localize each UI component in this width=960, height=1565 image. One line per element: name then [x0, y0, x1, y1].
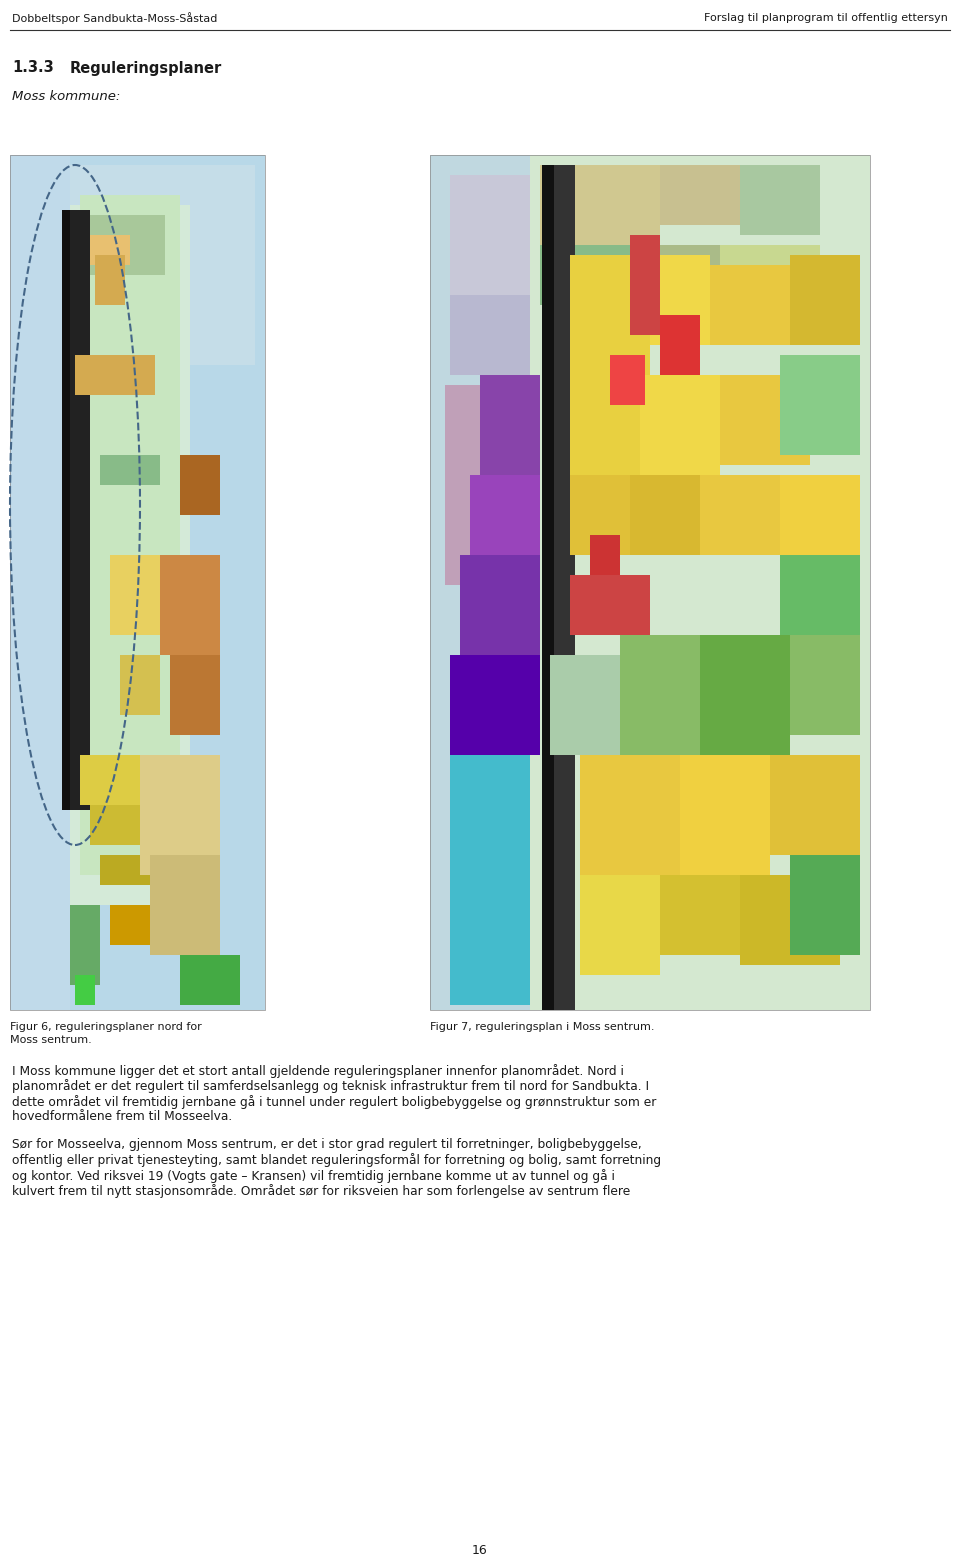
- Bar: [570, 376, 640, 476]
- Bar: [740, 164, 820, 235]
- Bar: [180, 455, 220, 515]
- Bar: [90, 235, 130, 264]
- Bar: [10, 155, 70, 1009]
- Bar: [540, 164, 660, 246]
- Bar: [650, 255, 710, 344]
- Bar: [180, 955, 240, 1005]
- Bar: [85, 214, 165, 275]
- Text: 1.3.3: 1.3.3: [12, 61, 54, 75]
- Bar: [700, 635, 790, 765]
- Bar: [700, 476, 780, 556]
- Bar: [110, 556, 160, 635]
- Bar: [590, 535, 620, 574]
- Bar: [570, 476, 630, 556]
- Bar: [550, 656, 620, 754]
- Bar: [660, 164, 740, 225]
- Bar: [620, 635, 700, 754]
- Text: Dobbeltspor Sandbukta-Moss-Såstad: Dobbeltspor Sandbukta-Moss-Såstad: [12, 13, 217, 23]
- Bar: [70, 205, 190, 905]
- Bar: [570, 255, 650, 376]
- Bar: [430, 155, 530, 1009]
- Bar: [20, 164, 255, 365]
- Text: hovedformålene frem til Mosseelva.: hovedformålene frem til Mosseelva.: [12, 1111, 232, 1124]
- Bar: [790, 854, 860, 955]
- Bar: [640, 376, 720, 476]
- Bar: [150, 854, 220, 955]
- Bar: [10, 155, 265, 1009]
- Bar: [95, 255, 125, 305]
- Text: Figur 6, reguleringsplaner nord for: Figur 6, reguleringsplaner nord for: [10, 1022, 202, 1031]
- Bar: [680, 754, 770, 875]
- Bar: [530, 155, 870, 1009]
- Bar: [75, 975, 95, 1005]
- Bar: [570, 574, 650, 635]
- Bar: [80, 754, 170, 804]
- Bar: [780, 476, 860, 556]
- Text: I Moss kommune ligger det et stort antall gjeldende reguleringsplaner innenfor p: I Moss kommune ligger det et stort antal…: [12, 1064, 624, 1078]
- Bar: [80, 196, 180, 875]
- Bar: [580, 754, 680, 875]
- Bar: [780, 556, 860, 635]
- Text: planområdet er det regulert til samferdselsanlegg og teknisk infrastruktur frem : planområdet er det regulert til samferds…: [12, 1080, 649, 1094]
- Text: Moss sentrum.: Moss sentrum.: [10, 1034, 92, 1045]
- Text: Forslag til planprogram til offentlig ettersyn: Forslag til planprogram til offentlig et…: [704, 13, 948, 23]
- Bar: [450, 294, 530, 376]
- Bar: [62, 210, 70, 811]
- Bar: [100, 854, 150, 884]
- Bar: [770, 754, 860, 854]
- Bar: [90, 804, 160, 845]
- Bar: [640, 246, 720, 294]
- Text: Reguleringsplaner: Reguleringsplaner: [70, 61, 223, 75]
- Bar: [545, 164, 575, 1009]
- Bar: [100, 455, 160, 485]
- Bar: [450, 175, 530, 294]
- Bar: [75, 355, 155, 394]
- Bar: [450, 656, 540, 754]
- Bar: [170, 656, 220, 736]
- Bar: [720, 376, 810, 465]
- Bar: [542, 164, 554, 1009]
- Text: Figur 7, reguleringsplan i Moss sentrum.: Figur 7, reguleringsplan i Moss sentrum.: [430, 1022, 655, 1031]
- Bar: [790, 635, 860, 736]
- Bar: [660, 875, 740, 955]
- Text: offentlig eller privat tjenesteyting, samt blandet reguleringsformål for forretn: offentlig eller privat tjenesteyting, sa…: [12, 1153, 661, 1167]
- Bar: [580, 875, 660, 975]
- Text: Sør for Mosseelva, gjennom Moss sentrum, er det i stor grad regulert til forretn: Sør for Mosseelva, gjennom Moss sentrum,…: [12, 1138, 641, 1150]
- Bar: [460, 556, 540, 754]
- Bar: [65, 210, 90, 811]
- Text: kulvert frem til nytt stasjonsområde. Området sør for riksveien har som forlenge: kulvert frem til nytt stasjonsområde. Om…: [12, 1185, 631, 1199]
- Bar: [480, 376, 540, 476]
- Bar: [120, 656, 160, 715]
- Text: 16: 16: [472, 1543, 488, 1557]
- Text: dette området vil fremtidig jernbane gå i tunnel under regulert boligbebyggelse : dette området vil fremtidig jernbane gå …: [12, 1096, 657, 1110]
- Bar: [10, 155, 265, 1009]
- Bar: [445, 385, 535, 585]
- Bar: [430, 155, 870, 1009]
- Bar: [780, 355, 860, 455]
- Bar: [140, 754, 220, 875]
- Bar: [710, 264, 790, 344]
- Bar: [610, 355, 645, 405]
- Bar: [110, 905, 150, 945]
- Text: og kontor. Ved riksvei 19 (Vogts gate – Kransen) vil fremtidig jernbane komme ut: og kontor. Ved riksvei 19 (Vogts gate – …: [12, 1169, 614, 1183]
- Bar: [740, 875, 840, 966]
- Bar: [70, 905, 100, 984]
- Bar: [540, 246, 640, 305]
- Bar: [790, 255, 860, 344]
- Bar: [450, 754, 530, 1005]
- Text: Moss kommune:: Moss kommune:: [12, 89, 120, 102]
- Bar: [630, 476, 700, 556]
- Bar: [660, 315, 700, 376]
- Bar: [630, 235, 660, 335]
- Bar: [470, 476, 540, 624]
- Bar: [720, 246, 820, 305]
- Bar: [160, 556, 220, 656]
- Bar: [430, 155, 870, 1009]
